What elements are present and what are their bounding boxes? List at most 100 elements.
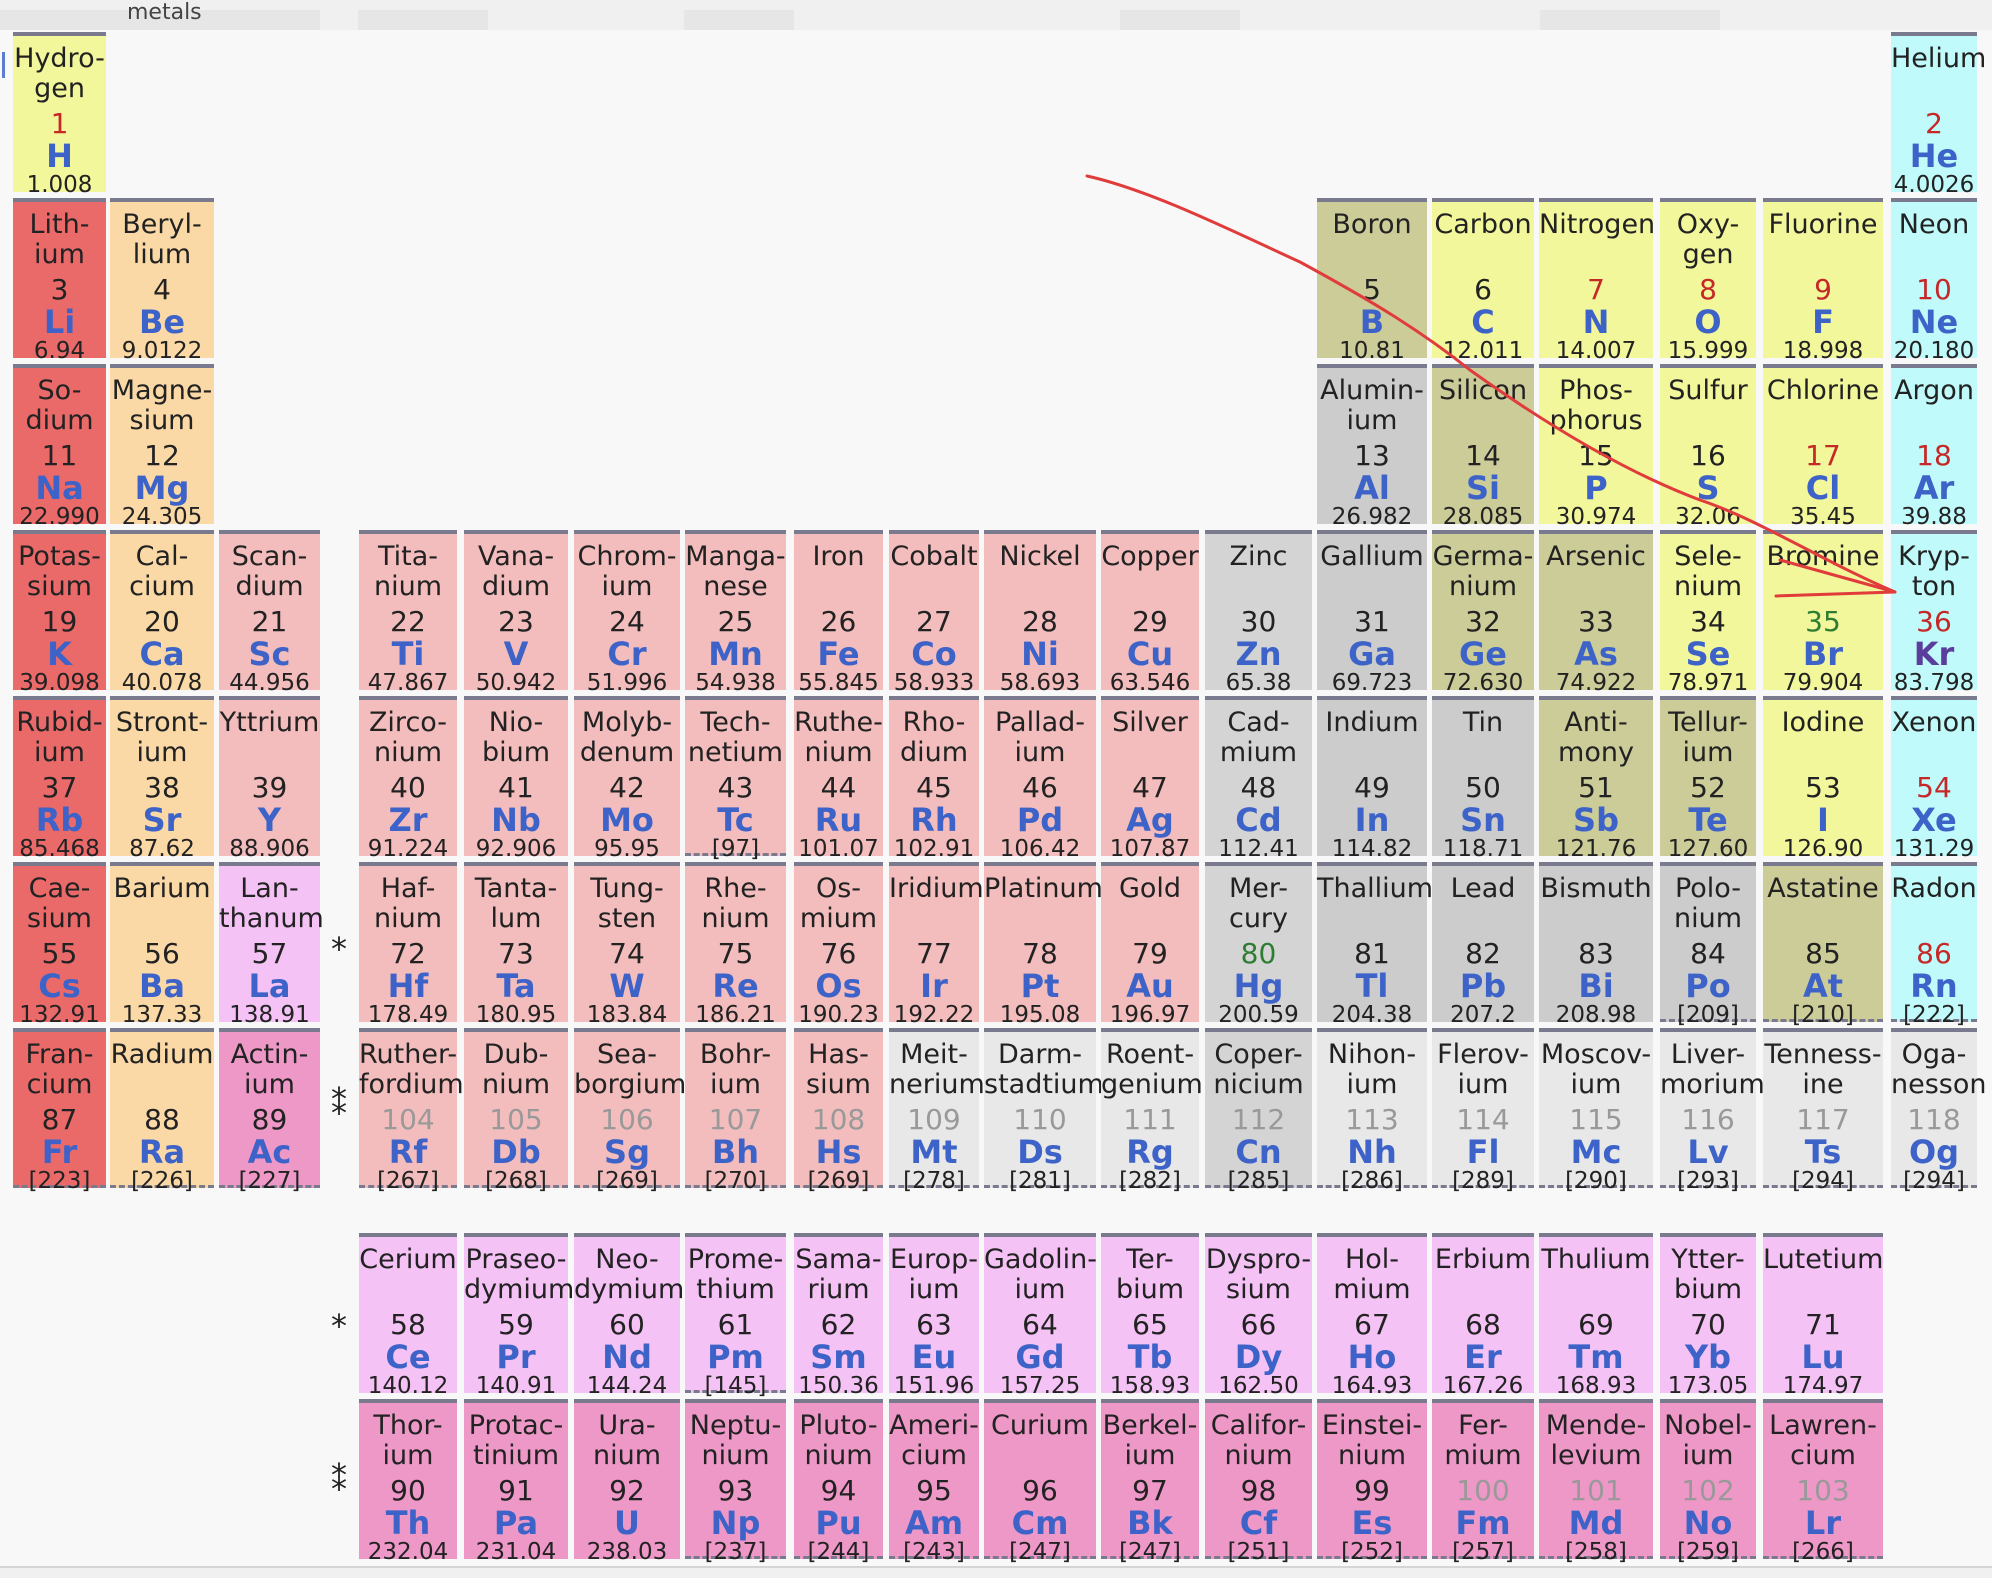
element-cell-cu[interactable]: Copper 29 Cu 63.546	[1101, 530, 1199, 696]
element-cell-be[interactable]: Beryl- lium 4 Be 9.0122	[110, 198, 214, 364]
element-cell-fr[interactable]: Fran- cium 87 Fr [223]	[13, 1028, 106, 1194]
element-cell-pm[interactable]: Prome- thium 61 Pm [145]	[685, 1233, 786, 1399]
element-cell-lv[interactable]: Liver- morium 116 Lv [293]	[1660, 1028, 1765, 1194]
element-cell-mn[interactable]: Manga- nese 25 Mn 54.938	[685, 530, 786, 696]
element-cell-zr[interactable]: Zirco- nium 40 Zr 91.224	[359, 696, 457, 862]
element-cell-sc[interactable]: Scan- dium 21 Sc 44.956	[219, 530, 320, 696]
element-cell-pt[interactable]: Platinum 78 Pt 195.08	[984, 862, 1103, 1028]
element-cell-te[interactable]: Tellur- ium 52 Te 127.60	[1660, 696, 1756, 862]
element-cell-ce[interactable]: Cerium 58 Ce 140.12	[359, 1233, 457, 1399]
element-cell-sg[interactable]: Sea- borgium 106 Sg [269]	[574, 1028, 686, 1194]
element-cell-he[interactable]: Helium 2 He 4.0026	[1891, 32, 1986, 198]
element-cell-db[interactable]: Dub- nium 105 Db [268]	[464, 1028, 568, 1194]
element-cell-co[interactable]: Cobalt 27 Co 58.933	[889, 530, 979, 696]
element-cell-rn[interactable]: Radon 86 Rn [222]	[1891, 862, 1977, 1028]
element-cell-re[interactable]: Rhe- nium 75 Re 186.21	[685, 862, 786, 1028]
element-cell-b[interactable]: Boron 5 B 10.81	[1317, 198, 1427, 364]
element-cell-cm[interactable]: Curium 96 Cm [247]	[984, 1399, 1096, 1565]
element-cell-bh[interactable]: Bohr- ium 107 Bh [270]	[685, 1028, 786, 1194]
element-cell-ra[interactable]: Radium 88 Ra [226]	[110, 1028, 214, 1194]
element-cell-xe[interactable]: Xenon 54 Xe 131.29	[1891, 696, 1977, 862]
element-cell-kr[interactable]: Kryp- ton 36 Kr 83.798	[1891, 530, 1977, 696]
element-cell-sn[interactable]: Tin 50 Sn 118.71	[1432, 696, 1534, 862]
element-cell-tc[interactable]: Tech- netium 43 Tc [97]	[685, 696, 786, 862]
element-cell-br[interactable]: Bromine 35 Br 79.904	[1763, 530, 1883, 696]
element-cell-ru[interactable]: Ruthe- nium 44 Ru 101.07	[794, 696, 883, 862]
element-cell-rb[interactable]: Rubid- ium 37 Rb 85.468	[13, 696, 106, 862]
element-cell-c[interactable]: Carbon 6 C 12.011	[1432, 198, 1534, 364]
element-cell-au[interactable]: Gold 79 Au 196.97	[1101, 862, 1199, 1028]
element-cell-in[interactable]: Indium 49 In 114.82	[1317, 696, 1427, 862]
element-cell-f[interactable]: Fluorine 9 F 18.998	[1763, 198, 1883, 364]
element-cell-cd[interactable]: Cad- mium 48 Cd 112.41	[1205, 696, 1312, 862]
element-cell-sm[interactable]: Sama- rium 62 Sm 150.36	[794, 1233, 883, 1399]
element-cell-ca[interactable]: Cal- cium 20 Ca 40.078	[110, 530, 214, 696]
element-cell-sb[interactable]: Anti- mony 51 Sb 121.76	[1539, 696, 1653, 862]
element-cell-hg[interactable]: Mer- cury 80 Hg 200.59	[1205, 862, 1312, 1028]
element-cell-cf[interactable]: Califor- nium 98 Cf [251]	[1205, 1399, 1312, 1565]
element-cell-nd[interactable]: Neo- dymium 60 Nd 144.24	[574, 1233, 684, 1399]
element-cell-rh[interactable]: Rho- dium 45 Rh 102.91	[889, 696, 979, 862]
element-cell-es[interactable]: Einstei- nium 99 Es [252]	[1317, 1399, 1427, 1565]
element-cell-ba[interactable]: Barium 56 Ba 137.33	[110, 862, 214, 1028]
element-cell-ar[interactable]: Argon 18 Ar 39.88	[1891, 364, 1977, 530]
element-cell-os[interactable]: Os- mium 76 Os 190.23	[794, 862, 883, 1028]
element-cell-yb[interactable]: Ytter- bium 70 Yb 173.05	[1660, 1233, 1756, 1399]
element-cell-ir[interactable]: Iridium 77 Ir 192.22	[889, 862, 984, 1028]
element-cell-tm[interactable]: Thulium 69 Tm 168.93	[1539, 1233, 1653, 1399]
element-cell-pb[interactable]: Lead 82 Pb 207.2	[1432, 862, 1534, 1028]
element-cell-h[interactable]: Hydro- gen 1 H 1.008	[13, 32, 106, 198]
element-cell-at[interactable]: Astatine 85 At [210]	[1763, 862, 1883, 1028]
element-cell-eu[interactable]: Europ- ium 63 Eu 151.96	[889, 1233, 979, 1399]
element-cell-th[interactable]: Thor- ium 90 Th 232.04	[359, 1399, 457, 1565]
element-cell-pa[interactable]: Protac- tinium 91 Pa 231.04	[464, 1399, 568, 1565]
element-cell-no[interactable]: Nobel- ium 102 No [259]	[1660, 1399, 1756, 1565]
element-cell-fe[interactable]: Iron 26 Fe 55.845	[794, 530, 883, 696]
element-cell-mt[interactable]: Meit- nerium 109 Mt [278]	[889, 1028, 985, 1194]
element-cell-cn[interactable]: Coper- nicium 112 Cn [285]	[1205, 1028, 1312, 1194]
element-cell-cs[interactable]: Cae- sium 55 Cs 132.91	[13, 862, 106, 1028]
element-cell-gd[interactable]: Gadolin- ium 64 Gd 157.25	[984, 1233, 1097, 1399]
element-cell-ni[interactable]: Nickel 28 Ni 58.693	[984, 530, 1096, 696]
element-cell-sr[interactable]: Stront- ium 38 Sr 87.62	[110, 696, 214, 862]
element-cell-n[interactable]: Nitrogen 7 N 14.007	[1539, 198, 1655, 364]
element-cell-ti[interactable]: Tita- nium 22 Ti 47.867	[359, 530, 457, 696]
element-cell-pu[interactable]: Pluto- nium 94 Pu [244]	[794, 1399, 883, 1565]
element-cell-ac[interactable]: Actin- ium 89 Ac [227]	[219, 1028, 320, 1194]
element-cell-as[interactable]: Arsenic 33 As 74.922	[1539, 530, 1653, 696]
element-cell-li[interactable]: Lith- ium 3 Li 6.94	[13, 198, 106, 364]
element-cell-si[interactable]: Silicon 14 Si 28.085	[1432, 364, 1534, 530]
element-cell-mc[interactable]: Moscov- ium 115 Mc [290]	[1539, 1028, 1653, 1194]
element-cell-bi[interactable]: Bismuth 83 Bi 208.98	[1539, 862, 1653, 1028]
element-cell-al[interactable]: Alumin- ium 13 Al 26.982	[1317, 364, 1427, 530]
element-cell-am[interactable]: Ameri- cium 95 Am [243]	[889, 1399, 979, 1565]
element-cell-lr[interactable]: Lawren- cium 103 Lr [266]	[1763, 1399, 1883, 1565]
element-cell-i[interactable]: Iodine 53 I 126.90	[1763, 696, 1883, 862]
element-cell-mg[interactable]: Magne- sium 12 Mg 24.305	[110, 364, 214, 530]
element-cell-po[interactable]: Polo- nium 84 Po [209]	[1660, 862, 1756, 1028]
element-cell-md[interactable]: Mende- levium 101 Md [258]	[1539, 1399, 1653, 1565]
element-cell-dy[interactable]: Dyspro- sium 66 Dy 162.50	[1205, 1233, 1312, 1399]
element-cell-pd[interactable]: Pallad- ium 46 Pd 106.42	[984, 696, 1096, 862]
element-cell-nb[interactable]: Nio- bium 41 Nb 92.906	[464, 696, 568, 862]
element-cell-cr[interactable]: Chrom- ium 24 Cr 51.996	[574, 530, 680, 696]
element-cell-fl[interactable]: Flerov- ium 114 Fl [289]	[1432, 1028, 1534, 1194]
element-cell-mo[interactable]: Molyb- denum 42 Mo 95.95	[574, 696, 680, 862]
element-cell-u[interactable]: Ura- nium 92 U 238.03	[574, 1399, 680, 1565]
element-cell-p[interactable]: Phos- phorus 15 P 30.974	[1539, 364, 1653, 530]
element-cell-rg[interactable]: Roent- genium 111 Rg [282]	[1101, 1028, 1203, 1194]
element-cell-w[interactable]: Tung- sten 74 W 183.84	[574, 862, 680, 1028]
element-cell-ds[interactable]: Darm- stadtium 110 Ds [281]	[984, 1028, 1104, 1194]
element-cell-o[interactable]: Oxy- gen 8 O 15.999	[1660, 198, 1756, 364]
element-cell-lu[interactable]: Lutetium 71 Lu 174.97	[1763, 1233, 1883, 1399]
element-cell-k[interactable]: Potas- sium 19 K 39.098	[13, 530, 106, 696]
element-cell-pr[interactable]: Praseo- dymium 59 Pr 140.91	[464, 1233, 574, 1399]
element-cell-tl[interactable]: Thallium 81 Tl 204.38	[1317, 862, 1433, 1028]
element-cell-hf[interactable]: Haf- nium 72 Hf 178.49	[359, 862, 457, 1028]
element-cell-la[interactable]: Lan- thanum 57 La 138.91	[219, 862, 324, 1028]
element-cell-og[interactable]: Oga- nesson 118 Og [294]	[1891, 1028, 1987, 1194]
element-cell-rf[interactable]: Ruther- fordium 104 Rf [267]	[359, 1028, 464, 1194]
element-cell-ne[interactable]: Neon 10 Ne 20.180	[1891, 198, 1977, 364]
element-cell-ag[interactable]: Silver 47 Ag 107.87	[1101, 696, 1199, 862]
element-cell-fm[interactable]: Fer- mium 100 Fm [257]	[1432, 1399, 1534, 1565]
